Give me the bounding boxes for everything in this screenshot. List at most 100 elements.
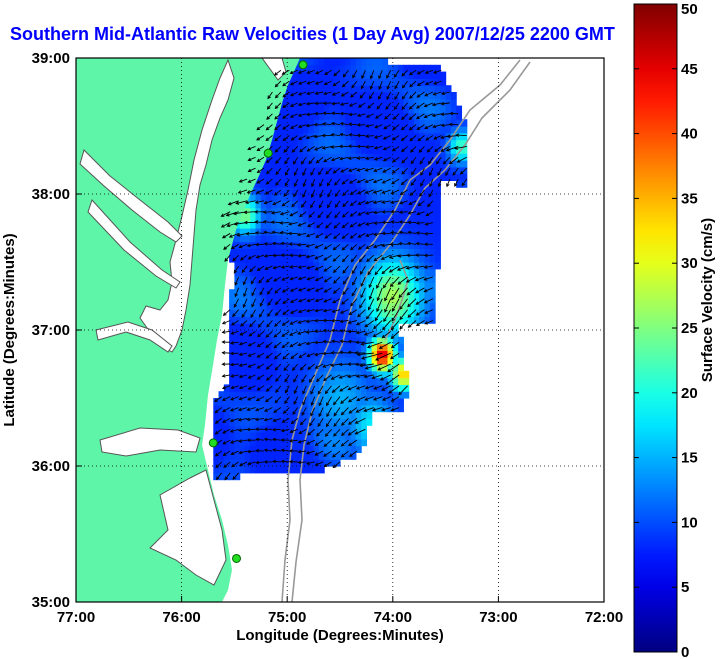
velocity-vector-head: [297, 276, 302, 281]
velocity-vector: [425, 135, 434, 141]
speed-cell: [292, 160, 299, 168]
speed-cell: [366, 275, 373, 283]
velocity-vector-head: [245, 231, 250, 236]
speed-cell: [361, 98, 367, 107]
y-axis-label: Latitude (Degrees:Minutes): [1, 233, 18, 426]
velocity-vector-head: [348, 410, 353, 414]
speed-cell: [297, 411, 304, 419]
velocity-vector: [416, 232, 425, 234]
speed-cell: [350, 398, 357, 406]
velocity-vector: [370, 70, 375, 79]
velocity-vector: [315, 69, 324, 74]
velocity-vector-head: [298, 136, 302, 140]
velocity-vector: [274, 352, 282, 360]
velocity-vector-head: [314, 277, 319, 282]
velocity-vector-head: [323, 463, 328, 468]
speed-cell: [292, 194, 299, 202]
speed-cell: [340, 282, 346, 290]
velocity-vector-head: [297, 331, 301, 335]
speed-cell: [398, 377, 404, 385]
velocity-vector-head: [274, 312, 279, 316]
speed-cell: [292, 166, 299, 175]
velocity-vector: [437, 167, 442, 176]
speed-cell: [292, 445, 299, 453]
velocity-vector-head: [241, 269, 246, 274]
velocity-vector-head: [289, 114, 294, 118]
velocity-vector-head: [419, 160, 424, 165]
speed-cell: [255, 275, 262, 283]
speed-cell: [361, 153, 367, 161]
speed-cell: [371, 228, 378, 236]
speed-cell: [429, 146, 436, 154]
speed-cell: [456, 160, 463, 168]
speed-cell: [382, 289, 389, 297]
speed-cell: [403, 64, 410, 73]
velocity-vector: [386, 374, 400, 385]
velocity-vector-head: [357, 201, 362, 205]
speed-cell: [292, 357, 299, 365]
velocity-vector: [334, 211, 341, 218]
speed-cell: [260, 194, 267, 202]
velocity-vector-head: [365, 233, 370, 238]
speed-cell: [244, 275, 251, 283]
speed-cell: [281, 180, 288, 188]
speed-cell: [266, 166, 272, 175]
velocity-vector-head: [401, 159, 406, 164]
speed-cell: [266, 296, 272, 304]
velocity-vector-head: [255, 407, 259, 412]
velocity-vector-head: [381, 407, 386, 412]
speed-cell: [329, 146, 336, 154]
speed-cell: [313, 228, 320, 236]
velocity-vector-head: [226, 223, 231, 228]
velocity-vector-head: [237, 407, 242, 412]
velocity-vector: [399, 309, 408, 320]
speed-cell: [392, 323, 399, 331]
speed-cell: [350, 153, 357, 161]
speed-cell: [329, 207, 336, 215]
velocity-vector-head: [274, 137, 279, 142]
velocity-vector: [379, 341, 391, 349]
speed-cell: [413, 112, 420, 120]
speed-cell: [244, 248, 251, 256]
velocity-vector-head: [338, 375, 343, 379]
speed-cell: [350, 200, 357, 209]
velocity-vector-head: [400, 181, 405, 186]
velocity-vector-head: [348, 133, 353, 137]
speed-cell: [318, 119, 325, 127]
speed-cell: [398, 85, 404, 93]
speed-cell: [382, 180, 389, 188]
speed-cell: [223, 411, 230, 419]
speed-cell: [350, 404, 357, 413]
speed-cell: [318, 200, 325, 209]
velocity-vector: [215, 450, 223, 457]
velocity-vector-head: [259, 302, 264, 307]
speed-cell: [392, 302, 399, 311]
velocity-vector-head: [301, 412, 305, 416]
speed-cell: [382, 275, 389, 283]
velocity-vector: [384, 287, 392, 301]
speed-cell: [413, 146, 420, 154]
speed-cell: [366, 200, 373, 209]
velocity-vector-head: [401, 148, 405, 153]
speed-cell: [398, 282, 404, 290]
velocity-vector-head: [274, 115, 279, 120]
speed-cell: [361, 296, 367, 304]
velocity-vector-head: [373, 232, 378, 237]
velocity-vector: [311, 396, 316, 406]
velocity-vector: [409, 102, 417, 110]
velocity-vector: [257, 374, 265, 380]
speed-cell: [419, 85, 426, 93]
speed-cell: [255, 370, 262, 379]
speed-cell: [318, 391, 325, 399]
speed-cell: [334, 425, 341, 433]
speed-cell: [340, 391, 346, 399]
velocity-vector: [274, 320, 282, 327]
velocity-vector-head: [441, 91, 445, 96]
speed-cell: [382, 350, 389, 358]
speed-cell: [355, 357, 362, 365]
speed-cell: [408, 228, 415, 236]
speed-cell: [292, 132, 299, 141]
velocity-vector: [332, 309, 341, 313]
speed-cell: [255, 404, 262, 413]
speed-cell: [371, 262, 378, 270]
